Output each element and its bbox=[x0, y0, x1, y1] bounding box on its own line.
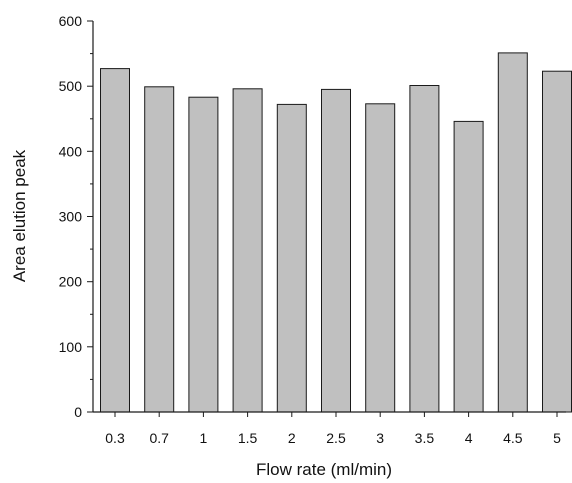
y-tick-label: 200 bbox=[59, 274, 83, 290]
y-axis-title: Area elution peak bbox=[10, 149, 29, 282]
y-tick-label: 300 bbox=[59, 209, 83, 225]
x-tick-label: 0.3 bbox=[105, 430, 125, 446]
y-tick-label: 400 bbox=[59, 143, 83, 159]
bar bbox=[453, 120, 484, 413]
labels-layer: 0.3 0.7 1 1.5 2 2.5 3 3.5 4 4.5 5 0 100 200 300 400 500 6… bbox=[59, 13, 561, 446]
y-tick-label: 0 bbox=[74, 404, 82, 420]
bar bbox=[232, 88, 263, 413]
bar bbox=[321, 88, 351, 413]
axes-layer bbox=[87, 20, 566, 417]
x-tick-label: 0.7 bbox=[149, 430, 169, 446]
bar bbox=[542, 70, 572, 413]
bar bbox=[497, 52, 528, 413]
x-axis-title: Flow rate (ml/min) bbox=[256, 460, 392, 479]
x-tick-label: 2 bbox=[288, 430, 296, 446]
bar bbox=[100, 68, 130, 413]
x-tick-label: 4 bbox=[465, 430, 473, 446]
x-tick-label: 1.5 bbox=[238, 430, 258, 446]
x-tick-label: 2.5 bbox=[326, 430, 346, 446]
y-tick-label: 600 bbox=[59, 13, 83, 29]
bar bbox=[276, 103, 307, 413]
bars-layer bbox=[100, 52, 572, 413]
x-tick-label: 3 bbox=[376, 430, 384, 446]
x-tick-label: 4.5 bbox=[503, 430, 523, 446]
x-tick-label: 5 bbox=[553, 430, 561, 446]
bar bbox=[409, 85, 440, 413]
bar bbox=[188, 96, 219, 413]
y-tick-label: 100 bbox=[59, 339, 83, 355]
bar bbox=[365, 103, 396, 413]
x-tick-label: 1 bbox=[200, 430, 208, 446]
y-tick-label: 500 bbox=[59, 78, 83, 94]
bar bbox=[144, 86, 175, 413]
x-tick-label: 3.5 bbox=[415, 430, 435, 446]
